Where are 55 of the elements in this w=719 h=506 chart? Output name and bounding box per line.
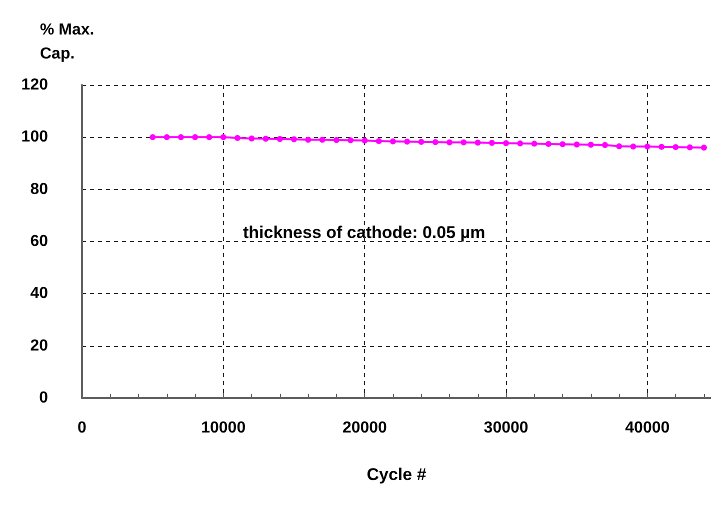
point [234,134,240,141]
point [700,144,707,151]
annotation: thickness of cathode: 0.05 µm [243,223,486,242]
point [672,144,679,150]
point [644,144,650,150]
point [658,144,665,150]
y-axis-title: % Max. Cap. [40,22,94,62]
y-tick-label: 0 [39,390,48,406]
y-tick-label: 40 [30,285,48,302]
y-tick-label: 120 [21,76,48,94]
y-tick-label: 100 [21,128,48,146]
point [248,135,255,142]
point [686,144,693,150]
point [319,136,326,143]
point [446,139,453,146]
x-tick-label: 10000 [201,420,246,436]
x-tick-label: 30000 [484,420,528,436]
point [348,137,354,144]
point [574,141,580,148]
x-tick-label: 40000 [625,420,670,436]
x-tick-label: 20000 [342,420,388,436]
point [460,139,467,146]
point [432,139,438,146]
point [276,136,283,142]
point [376,138,382,144]
point [588,142,594,148]
point [390,138,396,144]
point [531,140,538,147]
y-tick-label: 60 [30,233,48,250]
point [150,134,156,140]
point [503,140,510,146]
point [164,134,170,140]
point [630,144,636,150]
point [305,136,312,143]
point [616,143,622,150]
point [178,134,184,140]
y-tick-label: 20 [30,337,48,354]
point [545,140,552,147]
point [206,134,212,140]
point [517,140,524,146]
x-axis-title: Cycle # [366,465,427,484]
y-tick-label: 80 [30,180,48,198]
point [333,137,340,144]
point [488,140,495,146]
point [404,138,410,145]
point [262,136,269,142]
point [602,142,608,148]
point [291,136,298,142]
point [192,134,198,140]
point [560,141,566,148]
x-tick-label: 0 [78,420,87,436]
point [220,134,226,140]
point [474,140,481,146]
point [362,138,368,144]
point [418,138,424,145]
